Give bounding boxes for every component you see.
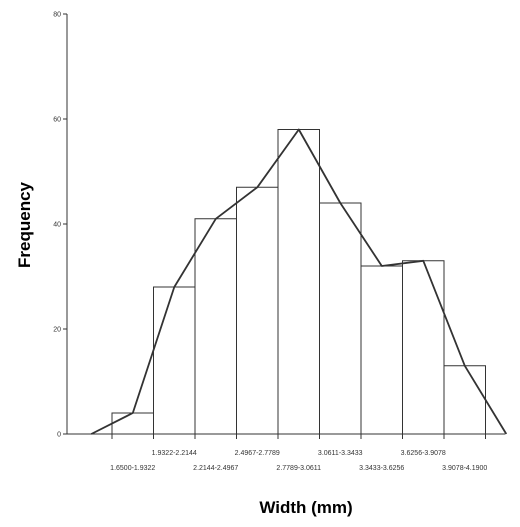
x-tick-label: 3.3433-3.6256 — [359, 465, 404, 472]
x-tick-label: 3.6256-3.9078 — [401, 450, 446, 457]
bar — [236, 186, 279, 435]
x-tick-label: 3.0611-3.3433 — [318, 450, 363, 457]
bar — [194, 218, 237, 435]
y-tick-label: 20 — [53, 327, 61, 334]
y-tick-label: 80 — [53, 12, 61, 19]
x-tick-label: 2.2144-2.4967 — [193, 465, 238, 472]
x-axis-title: Width (mm) — [259, 498, 352, 517]
frequency-polygon-group — [90, 128, 508, 435]
y-tick-label: 40 — [53, 222, 61, 229]
y-tick-label: 0 — [57, 432, 61, 439]
bar — [319, 202, 362, 435]
bar — [153, 286, 196, 435]
bar — [111, 412, 154, 435]
bar — [277, 129, 320, 435]
y-axis-title: Frequency — [15, 181, 34, 268]
x-tick-label: 2.7789-3.0611 — [276, 465, 321, 472]
x-tick-label: 1.9322-2.2144 — [152, 450, 197, 457]
x-tick-label: 2.4967-2.7789 — [235, 450, 280, 457]
x-tick-label: 1.6500-1.9322 — [110, 465, 155, 472]
x-tick-label: 3.9078-4.1900 — [442, 465, 487, 472]
bar — [360, 265, 403, 435]
bar-group — [111, 129, 486, 435]
bar — [402, 260, 445, 435]
y-tick-label: 60 — [53, 117, 61, 124]
bar — [443, 365, 486, 435]
frequency-polygon-line — [90, 128, 508, 435]
axes-group: 0 20 40 60 80 1.6500-1.9322 1.9322-2.2144 2.214… — [53, 12, 505, 472]
